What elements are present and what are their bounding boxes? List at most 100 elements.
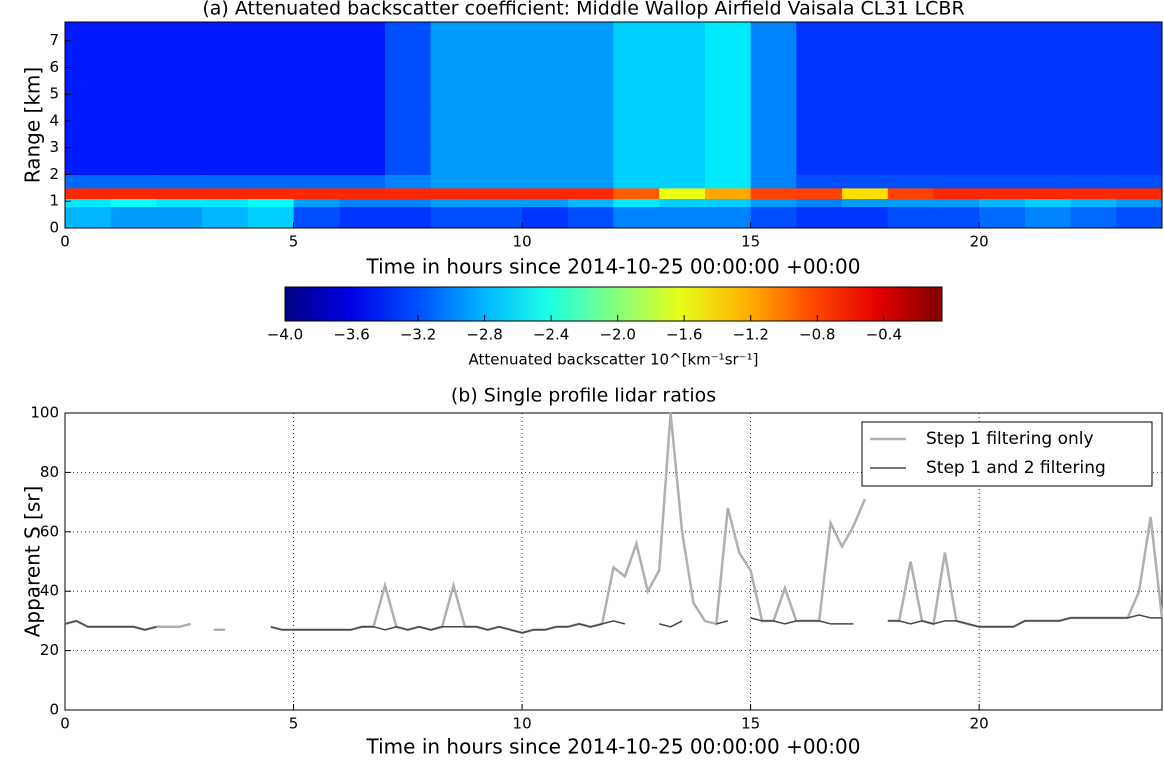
heatmap-cell bbox=[384, 22, 432, 68]
heatmap-cell bbox=[384, 147, 432, 175]
heatmap-cell bbox=[979, 147, 1026, 175]
heatmap-cell bbox=[522, 147, 569, 175]
y-tick-label: 4 bbox=[49, 111, 59, 129]
colorbar-tick-label: −1.6 bbox=[666, 326, 702, 344]
heatmap-cell bbox=[110, 147, 157, 175]
heatmap-cell bbox=[933, 22, 980, 68]
heatmap-cell bbox=[110, 107, 157, 149]
heatmap-cell bbox=[476, 198, 523, 208]
y-tick-label: 60 bbox=[40, 522, 59, 540]
x-axis-label: Time in hours since 2014-10-25 00:00:00 … bbox=[366, 255, 861, 279]
heatmap-cell bbox=[522, 67, 569, 109]
heatmap-cell bbox=[842, 187, 889, 200]
y-tick-label: 5 bbox=[49, 85, 59, 103]
heatmap-cell bbox=[979, 206, 1026, 229]
heatmap-cell bbox=[65, 187, 112, 200]
heatmap-cell bbox=[384, 187, 432, 200]
heatmap-cell bbox=[339, 187, 386, 200]
heatmap-cell bbox=[522, 206, 569, 229]
heatmap-cell bbox=[476, 187, 523, 200]
heatmap-cell bbox=[293, 198, 340, 208]
heatmap-cell bbox=[110, 187, 157, 200]
heatmap-cell bbox=[613, 147, 660, 175]
heatmap-cell bbox=[750, 22, 797, 68]
colorbar-tick-label: −2.0 bbox=[599, 326, 635, 344]
heatmap-cell bbox=[1070, 22, 1117, 68]
legend-label: Step 1 and 2 filtering bbox=[926, 458, 1106, 478]
heatmap-cell bbox=[979, 67, 1026, 109]
x-axis-label: Time in hours since 2014-10-25 00:00:00 … bbox=[366, 735, 861, 758]
x-tick-label: 0 bbox=[60, 233, 70, 251]
heatmap-cell bbox=[476, 22, 523, 68]
heatmap-cell bbox=[750, 187, 797, 200]
heatmap-cell bbox=[339, 198, 386, 208]
heatmap-cell bbox=[156, 147, 203, 175]
heatmap-cell bbox=[704, 67, 752, 109]
heatmap-cell bbox=[293, 107, 340, 149]
heatmap-cell bbox=[796, 67, 843, 109]
colorbar-tick-label: −2.8 bbox=[466, 326, 502, 344]
heatmap-cell bbox=[430, 107, 477, 149]
heatmap-cell bbox=[1070, 107, 1117, 149]
heatmap-cell bbox=[430, 174, 477, 189]
heatmap-cell bbox=[247, 22, 295, 68]
heatmap-cell bbox=[65, 67, 112, 109]
legend-label: Step 1 filtering only bbox=[926, 429, 1094, 449]
x-tick-label: 5 bbox=[289, 715, 299, 733]
heatmap-cell bbox=[933, 67, 980, 109]
heatmap-cell bbox=[659, 107, 706, 149]
heatmap-cell bbox=[430, 147, 477, 175]
plot-frame bbox=[64, 21, 1163, 229]
heatmap-cell bbox=[887, 174, 934, 189]
y-tick-label: 6 bbox=[49, 58, 59, 76]
heatmap-cell bbox=[887, 198, 934, 208]
heatmap-cell bbox=[247, 187, 295, 200]
x-tick-label: 10 bbox=[513, 715, 532, 733]
heatmap-cell bbox=[567, 187, 614, 200]
heatmap-cell bbox=[156, 206, 203, 229]
heatmap-cell bbox=[430, 206, 477, 229]
heatmap-cell bbox=[842, 174, 889, 189]
heatmap-cell bbox=[247, 107, 295, 149]
x-tick-label: 5 bbox=[289, 233, 299, 251]
heatmap-cell bbox=[293, 174, 340, 189]
heatmap-cell bbox=[704, 107, 752, 149]
heatmap-cell bbox=[750, 67, 797, 109]
colorbar-tick-label: −3.2 bbox=[400, 326, 436, 344]
heatmap-cell bbox=[1116, 147, 1163, 175]
heatmap-cell bbox=[202, 198, 249, 208]
heatmap-cell bbox=[842, 147, 889, 175]
heatmap-cell bbox=[1024, 22, 1072, 68]
heatmap-cell bbox=[796, 187, 843, 200]
heatmap-cell bbox=[659, 174, 706, 189]
heatmap-cell bbox=[522, 174, 569, 189]
heatmap-cell bbox=[659, 147, 706, 175]
heatmap-cell bbox=[704, 174, 752, 189]
heatmap-cell bbox=[202, 206, 249, 229]
x-tick-label: 20 bbox=[970, 233, 989, 251]
x-tick-label: 10 bbox=[513, 233, 532, 251]
heatmap-cell bbox=[384, 107, 432, 149]
heatmap-cell bbox=[1024, 107, 1072, 149]
heatmap-cell bbox=[1116, 187, 1163, 200]
heatmap-cell bbox=[613, 187, 660, 200]
heatmap-cell bbox=[384, 67, 432, 109]
heatmap-cell bbox=[522, 22, 569, 68]
y-tick-label: 0 bbox=[49, 219, 59, 237]
heatmap-cell bbox=[842, 206, 889, 229]
heatmap-cell bbox=[933, 147, 980, 175]
heatmap-cell bbox=[202, 187, 249, 200]
heatmap-cell bbox=[1024, 174, 1072, 189]
heatmap-cell bbox=[202, 67, 249, 109]
heatmap-cell bbox=[202, 174, 249, 189]
heatmap-cell bbox=[796, 174, 843, 189]
heatmap-cell bbox=[750, 174, 797, 189]
heatmap-cell bbox=[613, 206, 660, 229]
heatmap-cell bbox=[430, 67, 477, 109]
heatmap-cell bbox=[1116, 206, 1163, 229]
chart-title: (a) Attenuated backscatter coefficient: … bbox=[202, 0, 964, 20]
y-axis-label: Range [km] bbox=[21, 67, 45, 183]
heatmap-cell bbox=[887, 67, 934, 109]
heatmap-cell bbox=[293, 22, 340, 68]
